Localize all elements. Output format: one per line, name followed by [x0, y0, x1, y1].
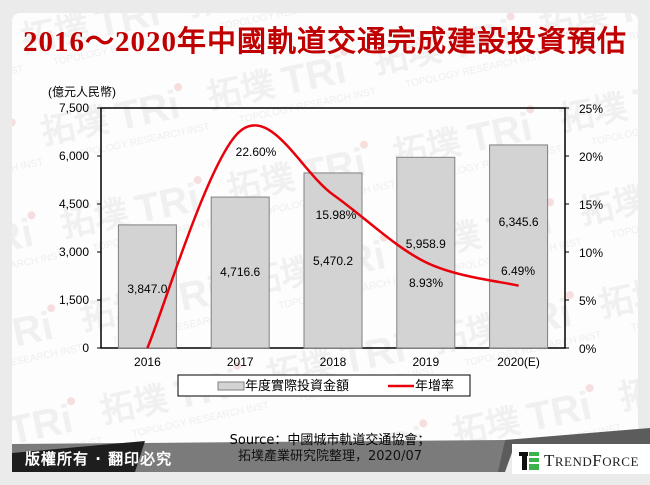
source-line-1: Source：中國城市軌道交通協會； — [229, 433, 431, 448]
copyright-notice: 版權所有 · 翻印必究 — [25, 450, 173, 468]
bar — [210, 196, 270, 349]
bar-value-label: 4,716.6 — [220, 265, 260, 279]
bar-series — [117, 144, 549, 349]
bar-value-labels: 3,847.0 4,716.6 5,470.2 5,958.9 6,345.6 — [127, 215, 539, 296]
left-axis: 0 1,500 3,000 4,500 6,000 7,500 — [59, 101, 101, 355]
bar — [396, 156, 456, 349]
bar — [489, 144, 549, 349]
bar-value-label: 5,470.2 — [313, 254, 353, 268]
page-title: 2016～2020年中國軌道交通完成建設投資預估 — [22, 26, 627, 58]
brand-name: TRENDFORCE — [544, 451, 639, 470]
y-tick-label: 1,500 — [59, 293, 89, 307]
y2-tick-label: 5% — [579, 294, 597, 308]
trendforce-logo-icon — [519, 452, 539, 470]
y2-tick-label: 20% — [579, 150, 603, 164]
y-axis-unit-label: (億元人民幣) — [48, 85, 116, 99]
bar — [303, 172, 363, 349]
x-tick-label: 2017 — [227, 355, 254, 369]
legend-bar-label: 年度實際投資金額 — [245, 378, 349, 393]
growth-rate-labels: 22.60% 15.98% 8.93% 6.49% — [236, 145, 536, 290]
x-tick-label: 2020(E) — [497, 355, 540, 369]
bar-value-label: 3,847.0 — [127, 282, 167, 296]
y2-tick-label: 0% — [579, 342, 597, 356]
line-value-label: 15.98% — [316, 208, 357, 222]
growth-rate-line — [146, 124, 519, 349]
legend-bar-swatch — [217, 381, 245, 391]
y-tick-label: 0 — [82, 341, 89, 355]
y-tick-label: 3,000 — [59, 245, 89, 259]
bar-value-label: 6,345.6 — [499, 215, 539, 229]
source-note: Source：中國城市軌道交通協會； 拓墣產業研究院整理，2020/07 — [190, 433, 470, 465]
x-axis: 2016 2017 2018 2019 2020(E) — [134, 355, 540, 369]
y2-tick-label: 25% — [579, 102, 603, 116]
x-tick-label: 2018 — [320, 355, 347, 369]
x-tick-label: 2019 — [412, 355, 439, 369]
line-value-label: 8.93% — [409, 276, 443, 290]
y-tick-label: 4,500 — [59, 197, 89, 211]
legend: 年度實際投資金額 年增率 — [177, 374, 471, 397]
right-axis: 0% 5% 10% 15% 20% 25% — [565, 102, 603, 356]
legend-line-label: 年增率 — [415, 378, 454, 393]
trendforce-logo: TRENDFORCE — [519, 451, 639, 471]
line-value-label: 22.60% — [236, 145, 277, 159]
y-tick-label: 7,500 — [59, 101, 89, 115]
line-value-label: 6.49% — [501, 264, 535, 278]
y2-tick-label: 10% — [579, 246, 603, 260]
source-line-2: 拓墣產業研究院整理，2020/07 — [237, 449, 422, 464]
y2-tick-label: 15% — [579, 198, 603, 212]
y-tick-label: 6,000 — [59, 149, 89, 163]
x-tick-label: 2016 — [134, 355, 161, 369]
bar-value-label: 5,958.9 — [406, 237, 446, 251]
